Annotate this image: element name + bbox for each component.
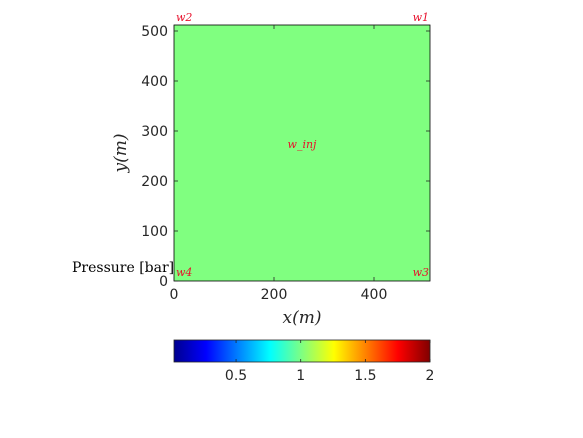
y-axis-label: y(m) [111,134,131,174]
x-tick-label: 400 [361,287,388,303]
colorbar-tick-label: 0.5 [225,368,247,384]
y-tick-label: 300 [141,124,168,140]
y-tick-label: 200 [141,174,168,190]
x-axis: 0 200 400 [170,25,388,303]
well-label-w-inj: w_inj [288,138,318,151]
well-label-w3: w3 [413,266,429,279]
y-axis: 0 100 200 300 400 500 [141,24,430,290]
well-label-w4: w4 [176,266,192,279]
x-tick-label: 200 [261,287,288,303]
y-tick-label: 0 [159,274,168,290]
x-axis-label: x(m) [283,308,322,328]
y-tick-label: 500 [141,24,168,40]
plot-area: w1 w2 w3 w4 w_inj 0 200 400 0 100 200 300 400 500 [141,11,431,303]
colorbar-ticks: 0.5 1 1.5 2 [225,340,435,384]
wells-layer: w1 w2 w3 w4 w_inj [176,11,429,279]
y-tick-label: 400 [141,74,168,90]
colorbar-tick-label: 1 [296,368,305,384]
colorbar-gradient [173,339,431,363]
colorbar-tick-label: 2 [426,368,435,384]
well-label-w1: w1 [413,11,429,24]
colorbar-tick-label: 1.5 [354,368,376,384]
well-label-w2: w2 [176,11,192,24]
y-tick-label: 100 [141,224,168,240]
colorbar-label: Pressure [bar] [72,260,174,276]
pressure-field [173,24,431,282]
x-tick-label: 0 [170,287,179,303]
colorbar: 0.5 1 1.5 2 [173,339,435,384]
